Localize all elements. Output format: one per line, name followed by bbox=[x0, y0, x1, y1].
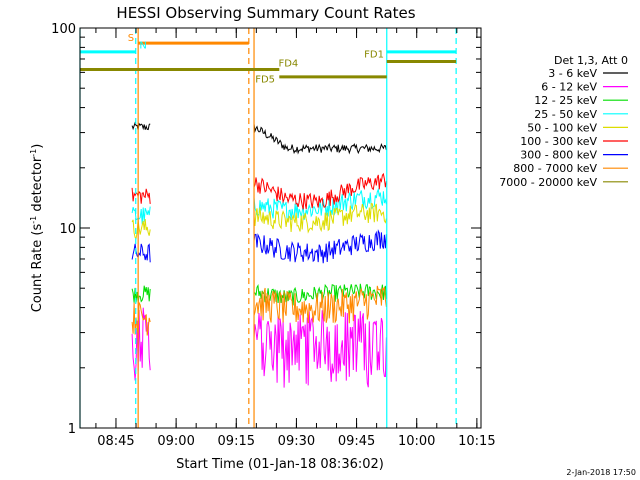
legend-label-8: 7000 - 20000 keV bbox=[499, 176, 597, 189]
x-tick-label-2: 09:15 bbox=[218, 434, 255, 449]
x-tick-label-1: 09:00 bbox=[157, 434, 194, 449]
bar-label-0: S bbox=[128, 33, 134, 44]
legend-label-1: 6 - 12 keV bbox=[541, 81, 597, 94]
x-tick-label-6: 10:15 bbox=[458, 434, 495, 449]
x-tick-label-5: 10:00 bbox=[398, 434, 435, 449]
chart-title: HESSI Observing Summary Count Rates bbox=[116, 4, 415, 22]
legend-label-4: 50 - 100 keV bbox=[527, 121, 597, 134]
x-tick-label-3: 09:30 bbox=[278, 434, 315, 449]
legend-label-2: 12 - 25 keV bbox=[534, 94, 597, 107]
series-line-7 bbox=[131, 285, 387, 336]
bar-label-1: N bbox=[139, 40, 146, 51]
y-tick-label-1: 10 bbox=[59, 222, 76, 237]
x-tick-label-0: 08:45 bbox=[97, 434, 134, 449]
legend-label-3: 25 - 50 keV bbox=[534, 108, 597, 121]
bar-label-3: FD5 bbox=[255, 74, 275, 85]
footer-date: 2-Jan-2018 17:50 bbox=[566, 468, 636, 477]
x-axis-label: Start Time (01-Jan-18 08:36:02) bbox=[176, 457, 384, 472]
y-axis-label: Count Rate (s-1 detector-1) bbox=[29, 144, 45, 313]
series-line-1 bbox=[131, 307, 387, 388]
y-tick-label-0: 1 bbox=[68, 422, 76, 437]
data-layer bbox=[131, 121, 387, 388]
series-line-5 bbox=[131, 172, 387, 210]
series-line-0 bbox=[131, 121, 387, 155]
y-tick-label-2: 100 bbox=[51, 22, 76, 37]
axis-layer: 08:45 09:00 09:15 09:30 09:45 10:00 10:15 1 10 10… bbox=[51, 22, 495, 449]
bar-label-2: FD4 bbox=[278, 59, 298, 70]
x-tick-label-4: 09:45 bbox=[338, 434, 375, 449]
bar-label-4: FD1 bbox=[364, 49, 384, 60]
legend-title: Det 1,3, Att 0 bbox=[554, 54, 628, 67]
legend-label-0: 3 - 6 keV bbox=[548, 67, 597, 80]
series-line-4 bbox=[131, 202, 387, 240]
legend-label-7: 800 - 7000 keV bbox=[513, 162, 597, 175]
series-line-6 bbox=[131, 229, 387, 264]
legend-label-6: 300 - 800 keV bbox=[520, 149, 597, 162]
series-line-2 bbox=[131, 283, 387, 306]
legend-label-5: 100 - 300 keV bbox=[520, 135, 597, 148]
